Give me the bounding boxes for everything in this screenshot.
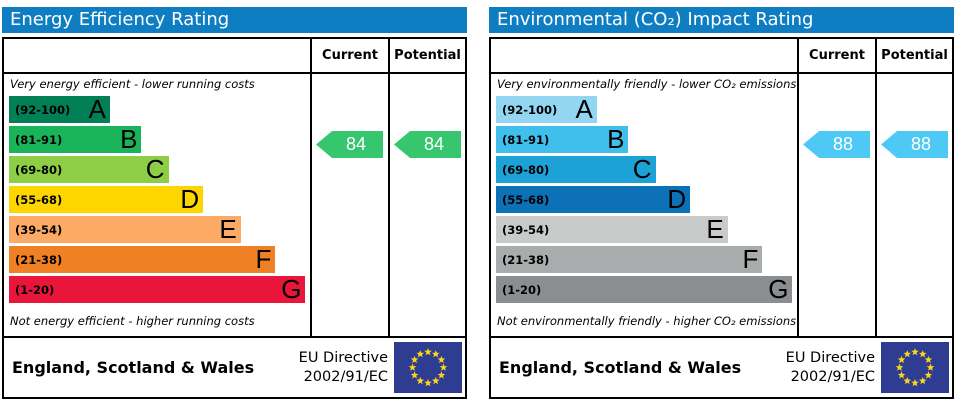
column-divider	[797, 39, 799, 336]
table-header-row: Current Potential	[4, 39, 465, 74]
band-letter: G	[768, 274, 789, 304]
band-letter: C	[632, 154, 652, 184]
band-row-d: (55-68) D	[9, 184, 204, 214]
eu-directive-label: EU Directive 2002/91/EC	[299, 349, 394, 385]
band-row-e: (39-54) E	[9, 216, 241, 243]
band-letter: F	[742, 244, 759, 274]
band-range-label: (81-91)	[502, 132, 550, 147]
eu-directive-line2: 2002/91/EC	[303, 368, 388, 385]
band-row-c: (69-80) C	[496, 156, 656, 183]
band-row-b: (81-91) B	[496, 124, 629, 154]
band-letter: G	[281, 274, 302, 304]
region-label: England, Scotland & Wales	[499, 358, 742, 377]
potential-rating-value: 84	[423, 134, 445, 154]
energy-efficiency-panel: Energy Efficiency Rating Current Potenti…	[2, 7, 467, 399]
eu-flag-icon	[881, 342, 949, 393]
column-divider	[388, 39, 390, 336]
band-row-b: (81-91) B	[9, 124, 142, 154]
rating-scale-body: Very environmentally friendly - lower CO…	[491, 74, 952, 336]
band-range-label: (92-100)	[502, 102, 558, 117]
eu-directive-line1: EU Directive	[298, 350, 388, 367]
footer-divider	[4, 336, 465, 338]
band-range-label: (55-68)	[15, 192, 63, 207]
band-range-label: (81-91)	[15, 132, 63, 147]
band-range-label: (69-80)	[502, 162, 550, 177]
panel-title: Energy Efficiency Rating	[10, 9, 230, 30]
band-row-g: (1-20) G	[9, 274, 306, 304]
band-row-d: (55-68) D	[496, 184, 691, 214]
potential-rating-value: 88	[910, 134, 932, 154]
current-column-header: Current	[809, 48, 865, 63]
panel-title-bar: Environmental (CO₂) Impact Rating	[489, 7, 954, 33]
band-letter: E	[219, 214, 237, 244]
band-range-label: (21-38)	[502, 252, 550, 267]
band-letter: D	[180, 184, 200, 214]
band-range-label: (1-20)	[15, 282, 55, 297]
band-letter: A	[575, 94, 593, 124]
rating-scale-body: Very energy efficient - lower running co…	[4, 74, 465, 336]
rating-bands: (92-100) A (81-91) B (69-80) C (55-68) D	[9, 96, 310, 306]
band-row-g: (1-20) G	[496, 274, 793, 304]
environmental-impact-panel: Environmental (CO₂) Impact Rating Curren…	[489, 7, 954, 399]
band-row-a: (92-100) A	[496, 96, 597, 123]
band-row-e: (39-54) E	[496, 216, 728, 243]
band-range-label: (69-80)	[15, 162, 63, 177]
eu-directive-line1: EU Directive	[785, 350, 875, 367]
top-note: Very energy efficient - lower running co…	[10, 77, 255, 91]
panel-footer: England, Scotland & Wales EU Directive 2…	[4, 338, 465, 397]
band-letter: A	[88, 94, 106, 124]
panel-footer: England, Scotland & Wales EU Directive 2…	[491, 338, 952, 397]
region-label: England, Scotland & Wales	[12, 358, 255, 377]
eu-flag-icon	[394, 342, 462, 393]
band-range-label: (1-20)	[502, 282, 542, 297]
current-rating-arrow: 88	[803, 131, 870, 158]
potential-rating-arrow: 88	[881, 131, 948, 158]
column-divider	[875, 39, 877, 336]
potential-column-header: Potential	[881, 48, 948, 63]
bottom-note: Not energy efficient - higher running co…	[10, 314, 255, 328]
column-divider	[310, 39, 312, 336]
band-row-c: (69-80) C	[9, 156, 169, 183]
top-note: Very environmentally friendly - lower CO…	[497, 77, 797, 91]
band-letter: B	[607, 124, 625, 154]
band-range-label: (39-54)	[502, 222, 550, 237]
rating-bands: (92-100) A (81-91) B (69-80) C (55-68) D	[496, 96, 797, 306]
current-rating-value: 84	[345, 134, 367, 154]
band-letter: B	[120, 124, 138, 154]
current-rating-arrow: 84	[316, 131, 383, 158]
eu-directive-line2: 2002/91/EC	[790, 368, 875, 385]
panel-title-bar: Energy Efficiency Rating	[2, 7, 467, 33]
potential-column-header: Potential	[394, 48, 461, 63]
band-range-label: (39-54)	[15, 222, 63, 237]
table-header-row: Current Potential	[491, 39, 952, 74]
environmental-rating-table: Current Potential Very environmentally f…	[489, 37, 954, 399]
band-letter: F	[255, 244, 272, 274]
band-row-f: (21-38) F	[9, 244, 276, 274]
bottom-note: Not environmentally friendly - higher CO…	[497, 314, 797, 328]
current-column-header: Current	[322, 48, 378, 63]
band-range-label: (21-38)	[15, 252, 63, 267]
footer-divider	[491, 336, 952, 338]
band-range-label: (92-100)	[15, 102, 71, 117]
energy-rating-table: Current Potential Very energy efficient …	[2, 37, 467, 399]
potential-rating-arrow: 84	[394, 131, 461, 158]
band-letter: D	[667, 184, 687, 214]
current-rating-value: 88	[832, 134, 854, 154]
eu-directive-label: EU Directive 2002/91/EC	[786, 349, 881, 385]
band-row-a: (92-100) A	[9, 96, 110, 123]
band-range-label: (55-68)	[502, 192, 550, 207]
band-letter: E	[706, 214, 724, 244]
panel-title: Environmental (CO₂) Impact Rating	[497, 9, 814, 30]
band-row-f: (21-38) F	[496, 244, 763, 274]
band-letter: C	[145, 154, 165, 184]
